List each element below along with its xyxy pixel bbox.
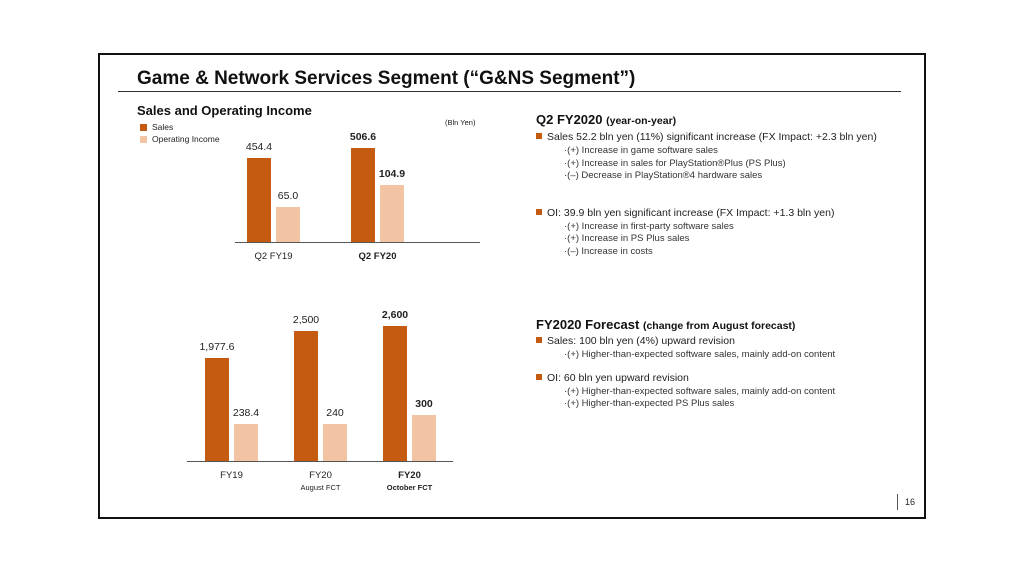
bar-sales	[294, 331, 318, 461]
category-label: Q2 FY19	[254, 251, 293, 262]
page-number: 16	[897, 494, 915, 510]
legend-swatch-sales	[140, 124, 147, 131]
slide-title: Game & Network Services Segment (“G&NS S…	[137, 68, 636, 89]
q2-sales-bullet: Sales 52.2 bln yen (11%) significant inc…	[536, 131, 877, 143]
category-label: FY20	[309, 470, 332, 481]
heading-text: Q2 FY2020	[536, 112, 603, 127]
legend-swatch-oi	[140, 136, 147, 143]
bar-oi	[380, 185, 404, 242]
fc-oi-bullet: OI: 60 bln yen upward revision	[536, 372, 835, 384]
x-axis	[235, 242, 480, 243]
forecast-section: FY2020 Forecast (change from August fore…	[536, 317, 835, 411]
bullet-text: Sales 52.2 bln yen (11%) significant inc…	[547, 131, 877, 143]
data-label: 1,977.6	[199, 341, 235, 354]
q2-sales-item: ·(+) Increase in game software sales	[564, 145, 718, 156]
legend-sales: Sales	[140, 122, 173, 132]
heading-sub: (year-on-year)	[606, 115, 677, 127]
data-label: 506.6	[349, 131, 377, 144]
bar-sales	[383, 325, 407, 461]
heading-sub: (change from August forecast)	[642, 320, 796, 332]
bar-sales	[205, 358, 229, 461]
fc-sales-item: ·(+) Higher-than-expected software sales…	[564, 349, 836, 360]
q2-oi-item: ·(–) Increase in costs	[564, 245, 653, 257]
bullet-icon	[536, 373, 542, 380]
bullet-text: Sales: 100 bln yen (4%) upward revision	[547, 335, 735, 347]
q2-oi-item: ·(+) Increase in first-party software sa…	[564, 220, 734, 232]
q2-section: Q2 FY2020 (year-on-year) Sales 52.2 bln …	[536, 112, 877, 258]
fc-oi-item: ·(+) Higher-than-expected software sales…	[564, 385, 836, 397]
legend-label: Sales	[152, 122, 174, 132]
bar-oi	[323, 423, 347, 461]
data-label: 238.4	[232, 407, 260, 420]
category-label: FY19	[220, 470, 243, 481]
bar-sales	[351, 148, 375, 242]
data-label: 65.0	[277, 189, 299, 202]
category-sublabel: October FCT	[386, 483, 433, 492]
bullet-icon	[536, 208, 542, 215]
q2-sales-item: ·(–) Decrease in PlayStation®4 hardware …	[564, 170, 763, 181]
chart-title: Sales and Operating Income	[137, 103, 312, 118]
data-label: 454.4	[245, 140, 273, 153]
bullet-text: OI: 60 bln yen upward revision	[547, 371, 689, 384]
category-label: Q2 FY20	[358, 251, 397, 262]
title-divider	[118, 91, 901, 92]
bullet-text: OI: 39.9 bln yen significant increase (F…	[547, 206, 835, 219]
legend-label: Operating Income	[152, 134, 220, 144]
data-label: 300	[415, 397, 433, 410]
slide-frame	[98, 53, 926, 519]
data-label: 240	[326, 406, 344, 419]
bar-oi	[234, 424, 258, 461]
bar-sales	[247, 157, 271, 242]
bar-oi	[276, 206, 300, 242]
data-label: 104.9	[378, 168, 406, 181]
legend-oi: Operating Income	[140, 134, 220, 144]
bullet-icon	[536, 337, 542, 343]
x-axis	[187, 461, 453, 462]
unit-label: (Bln Yen)	[445, 118, 476, 127]
fc-sales-bullet: Sales: 100 bln yen (4%) upward revision	[536, 335, 835, 347]
heading-text: FY2020 Forecast	[536, 317, 640, 332]
fc-oi-item: ·(+) Higher-than-expected PS Plus sales	[564, 398, 735, 409]
data-label: 2,600	[381, 308, 409, 321]
bullet-icon	[536, 133, 542, 139]
q2-oi-item: ·(+) Increase in PS Plus sales	[564, 233, 690, 244]
bar-oi	[412, 414, 436, 461]
q2-sales-item: ·(+) Increase in sales for PlayStation®P…	[564, 157, 786, 169]
q2-oi-bullet: OI: 39.9 bln yen significant increase (F…	[536, 207, 877, 219]
data-label: 2,500	[292, 314, 320, 326]
q2-heading: Q2 FY2020 (year-on-year)	[536, 112, 877, 127]
category-sublabel: August FCT	[300, 483, 341, 492]
fc-heading: FY2020 Forecast (change from August fore…	[536, 317, 835, 332]
category-label: FY20	[398, 470, 421, 481]
